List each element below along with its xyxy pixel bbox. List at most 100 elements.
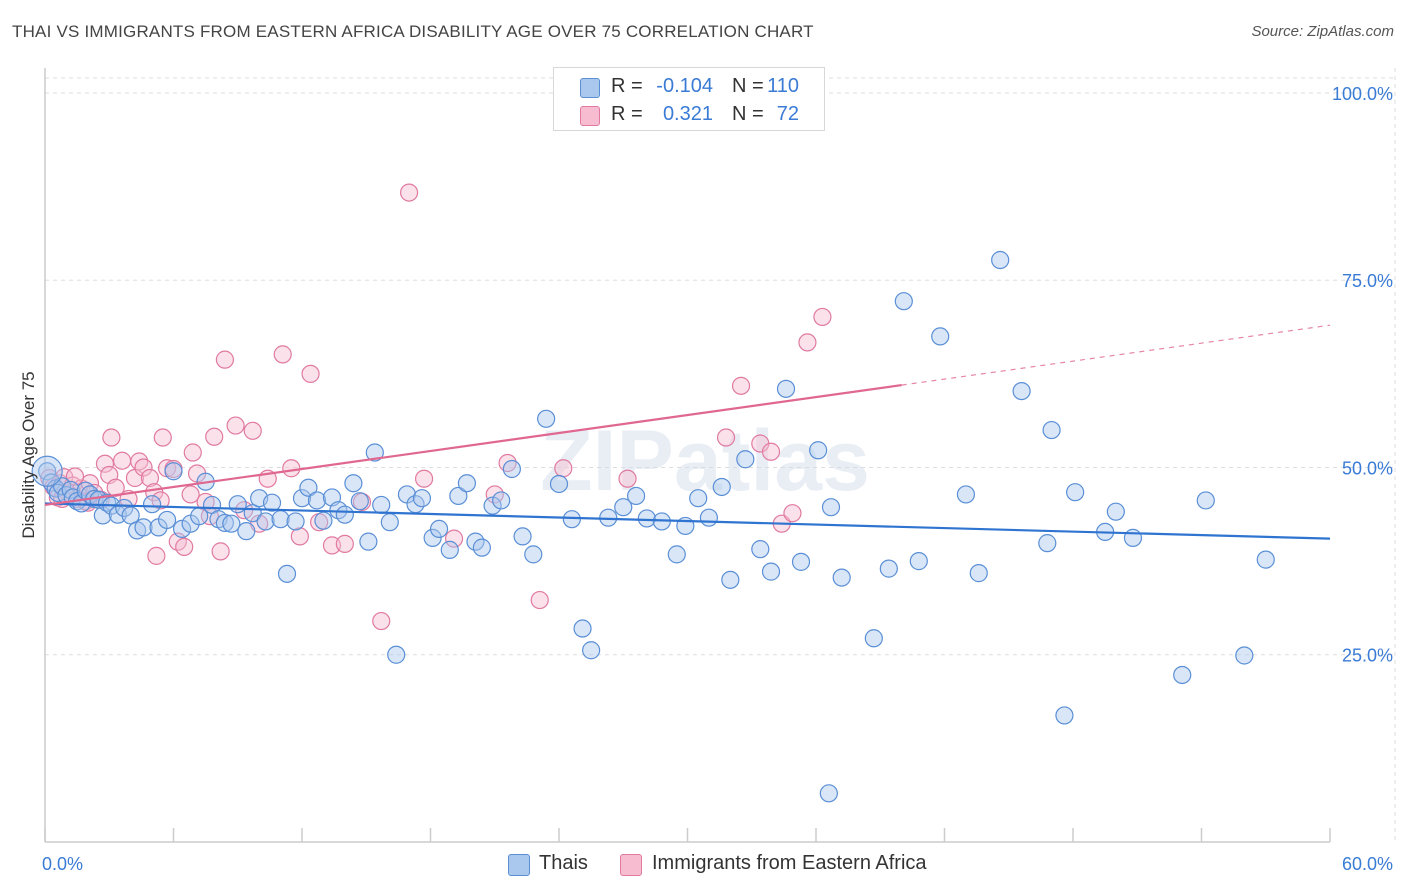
thais-point (821, 498, 841, 517)
immigrants-point (95, 454, 115, 473)
x-tick-label: 0.0% (42, 854, 83, 874)
immigrants-point (554, 459, 573, 478)
axes (44, 68, 1331, 843)
thais-point (894, 292, 913, 311)
thais-point (1256, 550, 1275, 569)
thais-point (637, 509, 656, 528)
thais-point (864, 629, 883, 648)
immigrants-point (65, 467, 85, 486)
thais-point (359, 532, 378, 551)
legend-n-label: N = (732, 103, 764, 125)
immigrants-point (716, 428, 736, 447)
thais-point (689, 489, 708, 508)
thais-point (1173, 665, 1192, 685)
thais-point (271, 510, 290, 529)
bottom-legend-label: Thais (539, 852, 588, 874)
thais-point (335, 505, 354, 524)
thais-point (299, 478, 318, 497)
thais-point (457, 474, 477, 493)
y-tick-label: 25.0% (1342, 646, 1393, 666)
thais-point (1038, 534, 1057, 553)
thais-point (429, 519, 449, 539)
thais-trend-line (44, 502, 1331, 540)
thais-point (969, 564, 988, 583)
thais-point (215, 513, 234, 533)
immigrants-point (813, 307, 832, 327)
bottom-legend-label: Immigrants from Eastern Africa (652, 852, 927, 874)
thais-point (440, 540, 459, 559)
immigrants-point (290, 527, 309, 546)
y-tick-label: 75.0% (1342, 271, 1393, 291)
thais-point (314, 511, 333, 530)
immigrants-point (282, 459, 301, 478)
thais-point (879, 559, 898, 578)
thais-point (614, 498, 633, 517)
thais-point (1066, 483, 1085, 502)
immigrants-point (414, 469, 434, 488)
thais-point (61, 480, 80, 500)
immigrants-point (335, 534, 354, 553)
thais-point (1012, 381, 1031, 401)
thais-point (344, 474, 363, 493)
immigrants-point (175, 537, 194, 556)
chart-title: THAI VS IMMIGRANTS FROM EASTERN AFRICA D… (12, 22, 814, 41)
immigrants-point (783, 504, 802, 523)
series-immigrants-points (40, 183, 832, 631)
immigrants-point (205, 427, 224, 446)
thais-point (157, 510, 177, 530)
thais-point (1042, 420, 1061, 440)
thais-point (121, 506, 140, 525)
immigrants-point (102, 428, 121, 447)
legend-swatch-pink (580, 106, 600, 126)
thais-point (956, 485, 976, 504)
thais-point (142, 495, 162, 514)
thais-point (502, 459, 521, 479)
immigrants-point (761, 442, 781, 461)
thais-point (286, 512, 305, 531)
bottom-legend-swatch-blue (508, 854, 530, 876)
immigrants-point (147, 546, 166, 565)
immigrants-trend-line (44, 384, 902, 507)
thais-point (776, 379, 796, 398)
immigrants-point (618, 469, 637, 488)
thais-point (1235, 646, 1254, 665)
immigrants-point (140, 468, 160, 488)
immigrants-point (226, 416, 245, 435)
immigrants-trend-extension (901, 324, 1331, 386)
thais-point (721, 570, 740, 589)
thais-point (134, 518, 153, 537)
trend-lines (44, 324, 1331, 540)
thais-point (350, 492, 369, 511)
legend-r-value: -0.104 (656, 75, 713, 97)
thais-point (573, 619, 592, 638)
thais-point (513, 527, 532, 546)
thais-point (256, 512, 275, 531)
thais-point (292, 489, 312, 508)
thais-point (761, 562, 781, 581)
thais-point (549, 474, 569, 494)
thais-point (380, 513, 399, 532)
thais-point (832, 568, 851, 587)
thais-point (1055, 706, 1074, 725)
immigrants-point (211, 542, 230, 561)
thais-point (365, 443, 384, 462)
legend-r-label: R = (611, 103, 643, 125)
thais-point (423, 528, 442, 547)
thais-point (222, 514, 241, 533)
thais-point (1123, 528, 1143, 547)
legend-r-value: 0.321 (662, 103, 713, 125)
thais-point (736, 450, 755, 469)
thais-point (372, 495, 391, 515)
thais-point (38, 462, 57, 481)
series-thais-points (31, 250, 1275, 803)
thais-point (164, 462, 183, 481)
thais-point (791, 552, 811, 571)
thais-point (751, 540, 770, 559)
immigrants-point (530, 590, 549, 610)
thais-point (819, 784, 838, 803)
immigrants-point (731, 376, 751, 395)
thais-point (228, 495, 247, 514)
thais-point (277, 564, 297, 583)
stats-legend: R = -0.104 N = 110 R = 0.321 N = 72 (553, 67, 825, 131)
